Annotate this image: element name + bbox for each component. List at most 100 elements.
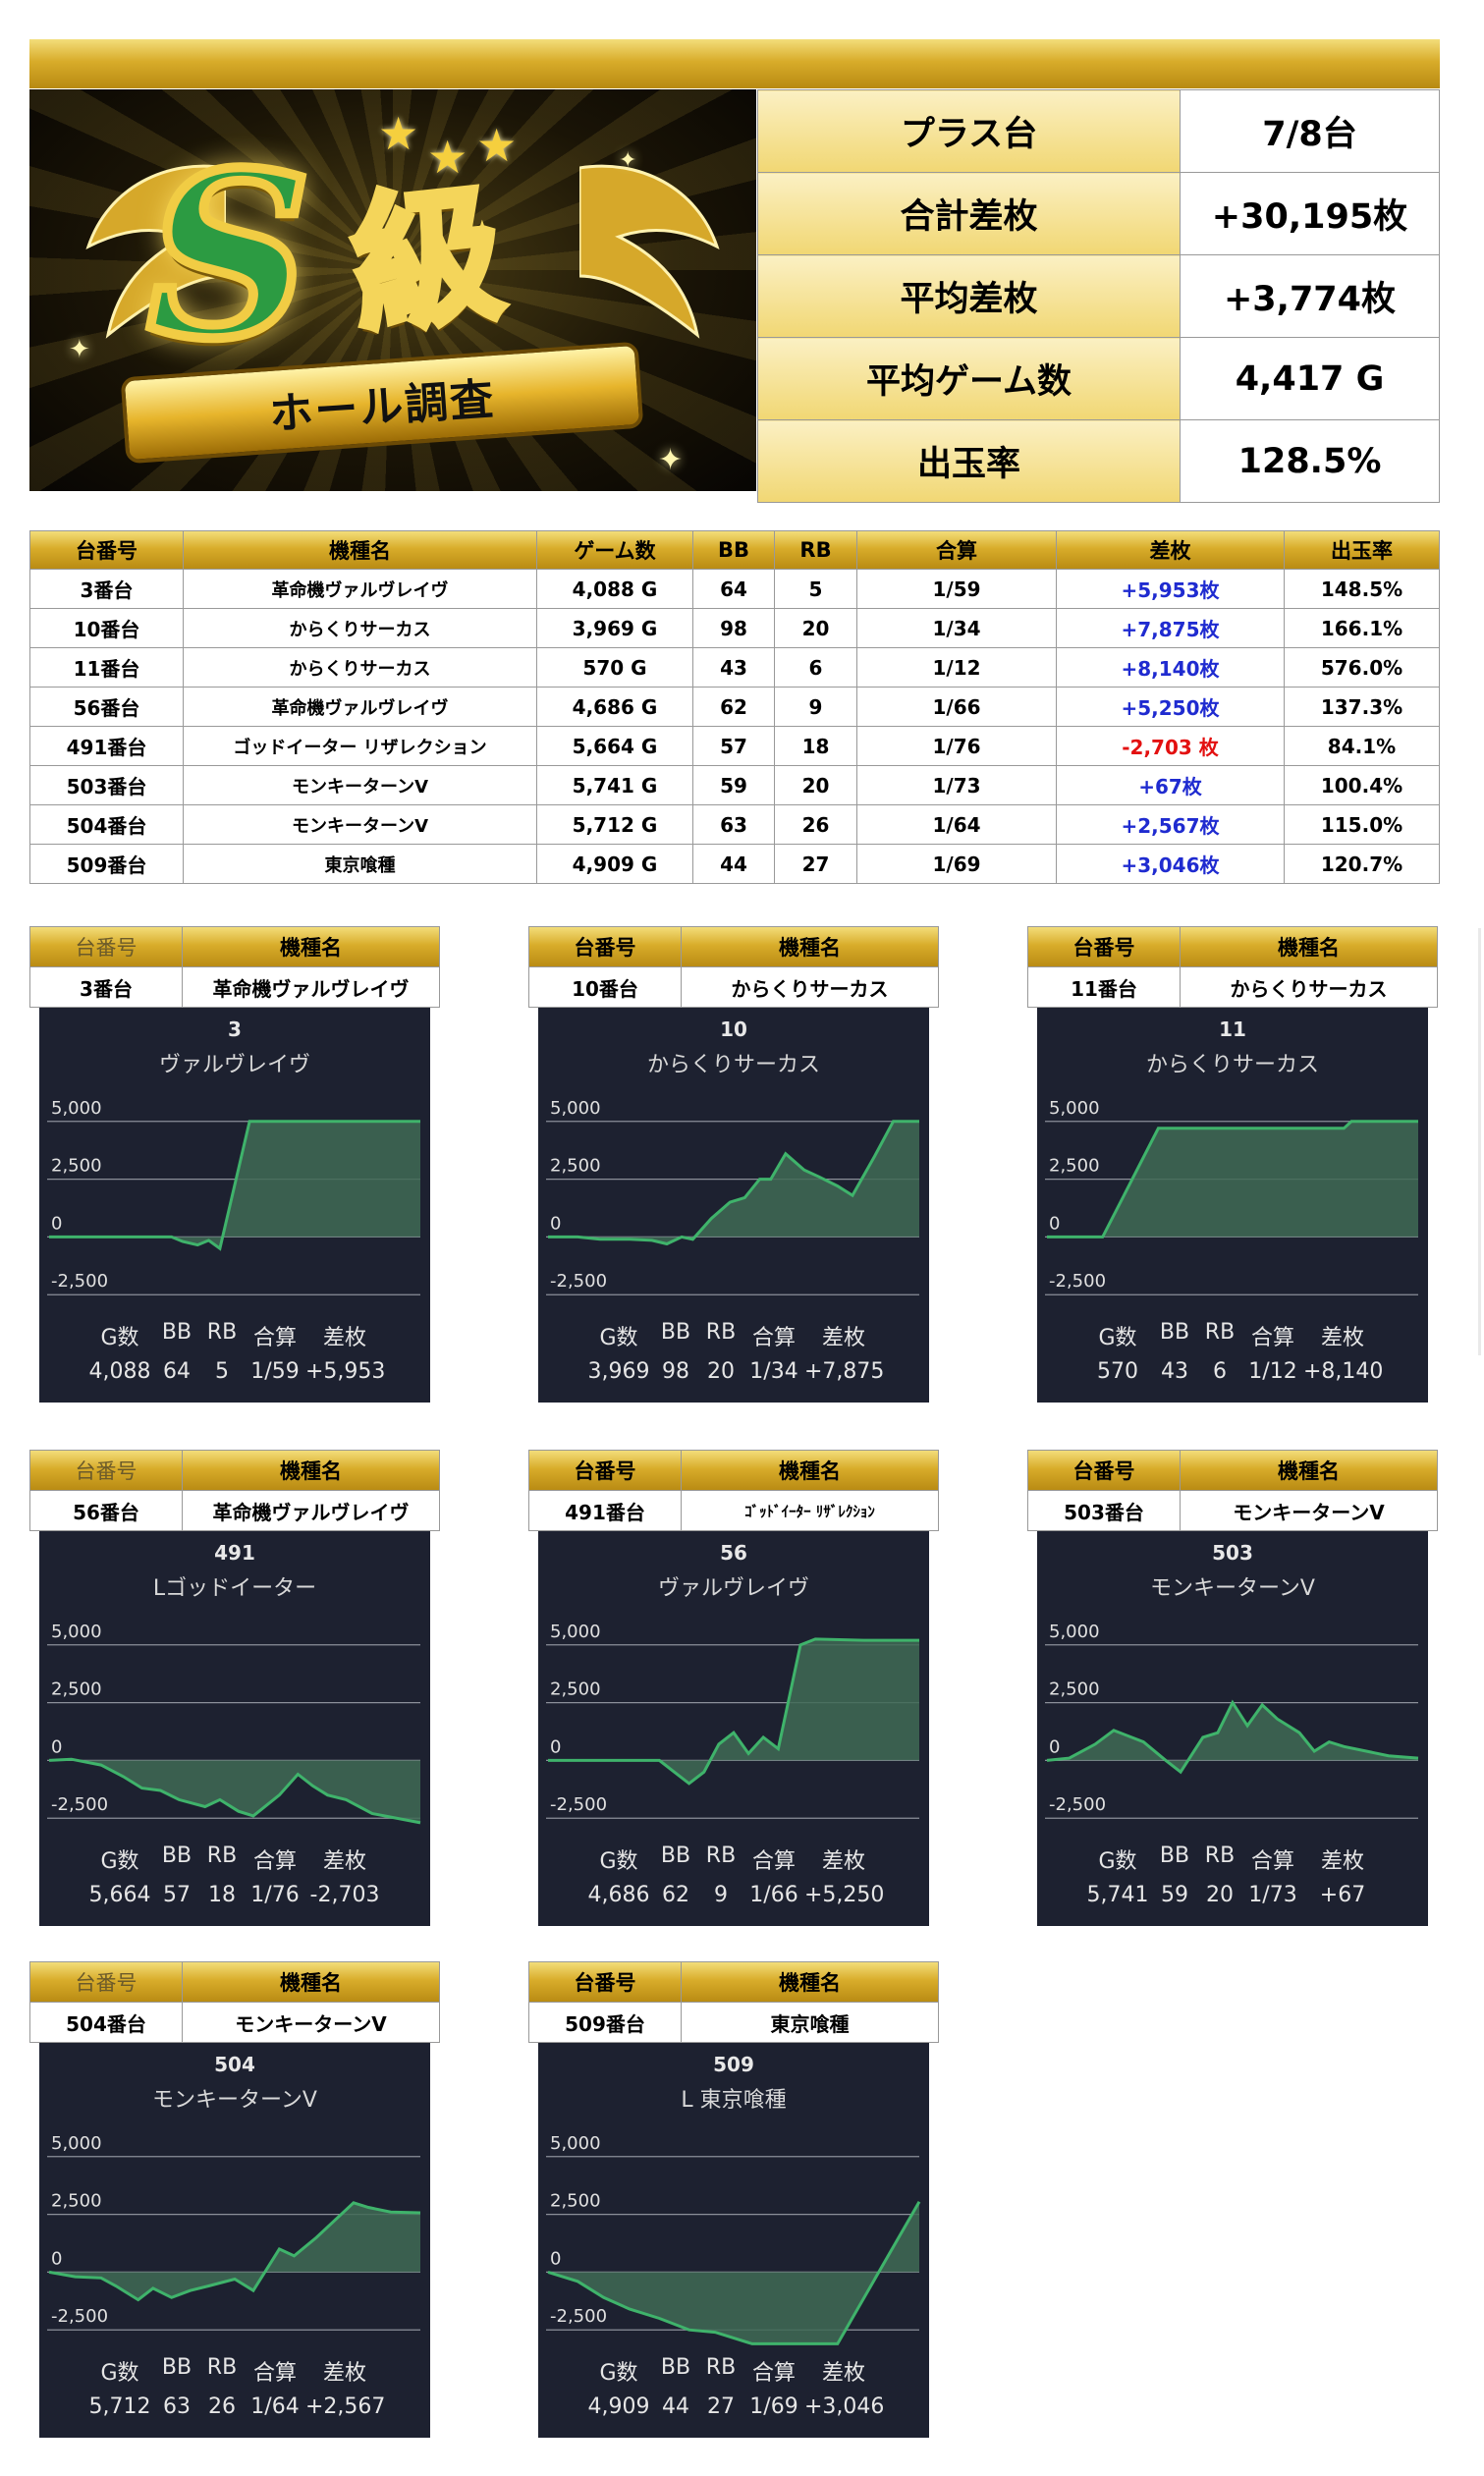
stats-labels: G数 BB RB 合算 差枚 [1037, 1320, 1428, 1351]
stats-block: G数 BB RB 合算 差枚 3,969 98 20 1/34 +7,875 [538, 1320, 929, 1384]
y-tick-label: -2,500 [550, 1794, 607, 1815]
cell-diff: -2,703 枚 [1056, 726, 1285, 766]
y-tick-label: 5,000 [1049, 1622, 1100, 1642]
card-no-header: 台番号 [29, 1450, 183, 1491]
stat-value-combined: 1/76 [250, 1883, 300, 1907]
edge-mark [1478, 928, 1481, 1355]
graph-chart: 5,000 2,500 0 -2,500 [1045, 1622, 1419, 1819]
y-tick-label: 0 [550, 1213, 561, 1234]
card-model-header: 機種名 [681, 1450, 939, 1491]
stats-labels: G数 BB RB 合算 差枚 [39, 1320, 430, 1351]
cell-rate: 120.7% [1284, 844, 1440, 884]
y-tick-label: 0 [550, 2248, 561, 2269]
stat-value-g: 570 [1097, 1359, 1138, 1384]
cell-model: モンキーターンV [183, 765, 537, 805]
y-tick-label: 5,000 [550, 2133, 601, 2154]
series-area [548, 1638, 919, 1784]
card-machine-no: 491番台 [528, 1490, 682, 1531]
sparkle-icon: ✦ [69, 335, 90, 364]
chart-title: 56 [720, 1541, 747, 1565]
card-no-header: 台番号 [528, 1450, 682, 1491]
stat-value-combined: 1/64 [250, 2394, 300, 2419]
stat-label: RB [206, 1843, 238, 1868]
machine-chart-card: 台番号 機種名 10番台 からくりサーカス 10 からくりサーカス 5,000 2,500 0 -… [528, 926, 939, 1403]
card-model-header: 機種名 [681, 1961, 939, 2003]
stat-value-g: 4,686 [587, 1883, 650, 1907]
cell-bb: 43 [692, 647, 775, 688]
y-tick-label: -2,500 [1049, 1794, 1106, 1815]
chart-panel: 10 からくりサーカス 5,000 2,500 0 -2,500 G数 BB RB 合算 差枚 3,9… [538, 1008, 929, 1403]
summary-row: 合計差枚 +30,195枚 [757, 172, 1440, 255]
cell-games: 5,664 G [536, 726, 693, 766]
cell-diff: +3,046枚 [1056, 844, 1285, 884]
series-area [548, 1121, 919, 1244]
stat-label: BB [1159, 1843, 1190, 1868]
y-tick-label: 0 [1049, 1736, 1060, 1757]
chart-title: 491 [214, 1541, 255, 1565]
cell-combined: 1/66 [856, 687, 1057, 727]
cell-rb: 6 [774, 647, 857, 688]
col-header-bb: BB [692, 530, 775, 570]
card-header-table: 台番号 機種名 509番台 東京喰種 [528, 1961, 939, 2043]
star-icon: ★ [427, 131, 468, 184]
cell-combined: 1/12 [856, 647, 1057, 688]
card-machine-no: 10番台 [528, 966, 682, 1008]
stats-values: 4,686 62 9 1/66 +5,250 [538, 1883, 929, 1907]
y-tick-label: -2,500 [1049, 1271, 1106, 1292]
chart-subtitle: ヴァルヴレイヴ [158, 1053, 310, 1077]
y-tick-label: 0 [550, 1736, 561, 1757]
table-row: 491番台 ゴッドイーター リザレクション 5,664 G 57 18 1/76 -2,70… [29, 726, 1440, 766]
cell-rb: 20 [774, 765, 857, 805]
card-model-header: 機種名 [182, 926, 440, 967]
stat-label: RB [1204, 1320, 1236, 1345]
stat-label: G数 [1098, 1849, 1137, 1874]
summary-row: プラス台 7/8台 [757, 89, 1440, 173]
cell-rate: 576.0% [1284, 647, 1440, 688]
cell-rb: 20 [774, 608, 857, 648]
chart-subtitle: ヴァルヴレイヴ [657, 1576, 809, 1601]
graph-chart: 5,000 2,500 0 -2,500 [546, 1098, 919, 1295]
y-tick-label: 2,500 [1049, 1679, 1100, 1700]
graph-chart: 5,000 2,500 0 -2,500 [546, 2133, 921, 2345]
series-area [1047, 1121, 1418, 1238]
stat-value-diff: +5,250 [804, 1883, 885, 1907]
stat-label: 差枚 [322, 2361, 366, 2386]
stat-value-bb: 63 [163, 2394, 191, 2419]
cell-model: 革命機ヴァルヴレイヴ [183, 687, 537, 727]
chart-subtitle: Lゴッドイーター [152, 1576, 317, 1601]
chart-panel: 11 からくりサーカス 5,000 2,500 0 -2,500 G数 BB RB 合算 差枚 570… [1037, 1008, 1428, 1403]
card-header-table: 台番号 機種名 503番台 モンキーターンV [1027, 1450, 1438, 1531]
cell-combined: 1/59 [856, 569, 1057, 609]
stat-value-rb: 18 [208, 1883, 236, 1907]
y-tick-label: -2,500 [550, 2306, 607, 2327]
stat-value-bb: 43 [1161, 1359, 1188, 1384]
cell-model: 東京喰種 [183, 844, 537, 884]
card-model-name: 革命機ヴァルヴレイヴ [182, 1490, 440, 1531]
stat-label: RB [206, 2355, 238, 2380]
cell-games: 4,088 G [536, 569, 693, 609]
card-machine-no: 504番台 [29, 2002, 183, 2043]
y-tick-label: 5,000 [51, 1098, 102, 1119]
stat-value-g: 5,712 [88, 2394, 151, 2419]
stats-values: 3,969 98 20 1/34 +7,875 [538, 1359, 929, 1384]
card-model-name: からくりサーカス [681, 966, 939, 1008]
col-header-diff: 差枚 [1056, 530, 1285, 570]
y-tick-label: 2,500 [51, 1156, 102, 1177]
cell-no: 11番台 [29, 647, 184, 688]
card-no-header: 台番号 [528, 926, 682, 967]
stat-value-g: 3,969 [587, 1359, 650, 1384]
y-tick-label: 5,000 [51, 1622, 102, 1642]
stat-value-g: 4,088 [88, 1359, 151, 1384]
y-tick-label: -2,500 [51, 2306, 108, 2327]
stats-labels: G数 BB RB 合算 差枚 [1037, 1843, 1428, 1875]
chart-title: 10 [720, 1018, 747, 1041]
series-line [48, 1757, 421, 1825]
card-model-header: 機種名 [182, 1450, 440, 1491]
card-header-table: 台番号 機種名 491番台 ｺﾞｯﾄﾞｲｰﾀｰ ﾘｻﾞﾚｸｼｮﾝ [528, 1450, 939, 1531]
series-line [1047, 1120, 1418, 1238]
cell-rate: 137.3% [1284, 687, 1440, 727]
cell-no: 56番台 [29, 687, 184, 727]
y-tick-label: 5,000 [1049, 1098, 1100, 1119]
graph-chart: 5,000 2,500 0 -2,500 [546, 1622, 919, 1819]
card-no-header: 台番号 [29, 1961, 183, 2003]
